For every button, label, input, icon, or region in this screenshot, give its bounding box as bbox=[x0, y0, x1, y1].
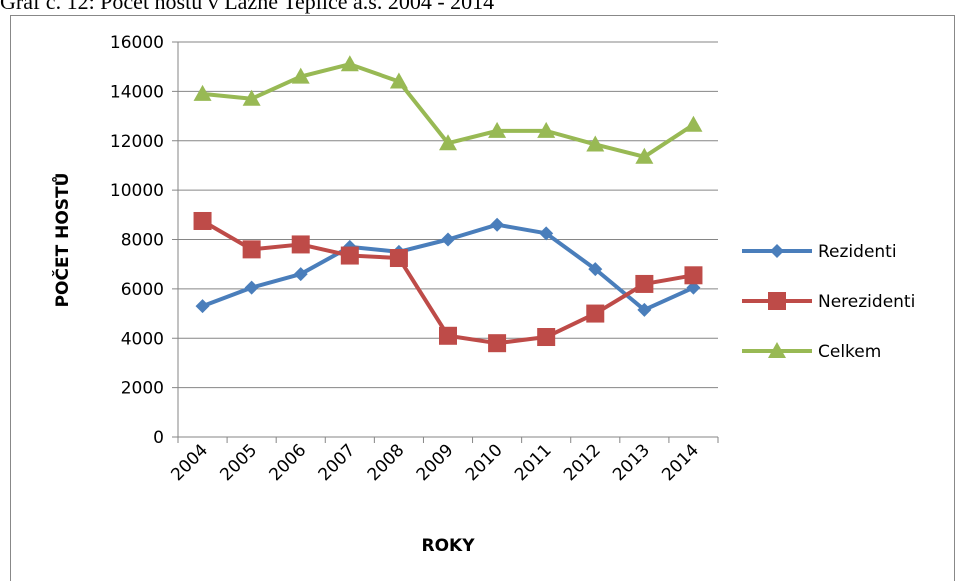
legend-marker bbox=[768, 342, 786, 358]
data-point bbox=[684, 266, 703, 285]
data-point bbox=[635, 147, 654, 164]
legend-label: Rezidenti bbox=[818, 242, 897, 262]
data-point bbox=[586, 304, 605, 323]
data-point bbox=[293, 267, 308, 282]
data-point bbox=[242, 89, 261, 106]
chart-title: Graf č. 12: Počet hostů v Lázně Teplice … bbox=[0, 0, 494, 14]
data-point bbox=[389, 249, 408, 268]
y-tick-label: 2000 bbox=[121, 379, 164, 399]
data-point bbox=[488, 121, 507, 138]
y-tick-label: 10000 bbox=[110, 181, 164, 201]
data-point bbox=[439, 134, 457, 151]
legend-label: Nerezidenti bbox=[818, 292, 915, 312]
data-point bbox=[340, 246, 359, 265]
data-point bbox=[539, 226, 554, 241]
data-point bbox=[389, 72, 408, 89]
data-point bbox=[586, 135, 605, 152]
data-point bbox=[195, 299, 210, 314]
data-point bbox=[244, 280, 259, 295]
data-point bbox=[439, 326, 457, 345]
y-tick-label: 6000 bbox=[121, 280, 164, 300]
y-tick-label: 4000 bbox=[121, 329, 164, 349]
data-point bbox=[441, 232, 455, 247]
y-axis-label: POČET HOSTŮ bbox=[50, 173, 73, 308]
data-point bbox=[490, 217, 505, 232]
data-point bbox=[637, 302, 652, 317]
data-point bbox=[635, 274, 654, 293]
data-point bbox=[193, 84, 212, 101]
data-point bbox=[340, 55, 359, 72]
data-point bbox=[291, 67, 310, 84]
data-point bbox=[291, 235, 310, 254]
y-tick-label: 12000 bbox=[110, 132, 164, 152]
data-point bbox=[537, 121, 556, 138]
data-point bbox=[588, 262, 603, 277]
y-tick-label: 14000 bbox=[110, 82, 164, 102]
legend-label: Celkem bbox=[818, 342, 881, 362]
data-point bbox=[488, 334, 507, 353]
x-axis-label: ROKY bbox=[421, 536, 475, 556]
y-tick-label: 8000 bbox=[121, 231, 164, 251]
data-point bbox=[242, 240, 261, 259]
data-point bbox=[684, 115, 703, 132]
y-tick-label: 0 bbox=[153, 428, 164, 448]
chart-frame bbox=[10, 15, 955, 581]
data-point bbox=[193, 211, 212, 230]
data-point bbox=[537, 328, 556, 347]
legend-marker bbox=[768, 292, 786, 310]
y-tick-label: 16000 bbox=[110, 33, 164, 53]
legend-marker bbox=[770, 244, 784, 258]
